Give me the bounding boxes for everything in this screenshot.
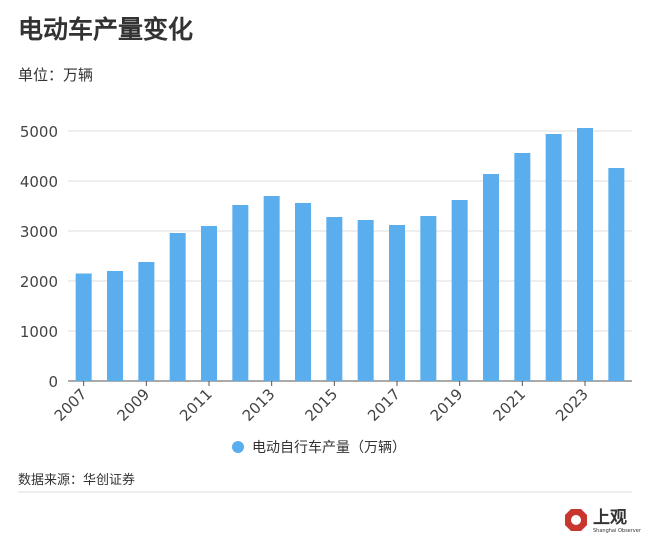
bar [451,200,468,381]
bar [608,168,625,381]
x-tick-label: 2021 [489,385,529,425]
bar [75,273,92,381]
y-tick-label: 1000 [20,323,58,341]
x-tick-label: 2023 [552,385,592,425]
y-tick-label: 3000 [20,223,58,241]
bar [201,226,217,381]
x-tick-label: 2019 [427,385,467,425]
x-tick-label: 2013 [239,385,279,425]
x-tick-label: 2017 [364,385,404,425]
logo: 上观 Shanghai Observer [565,508,642,534]
y-tick-label: 0 [48,373,58,391]
bar [138,262,155,381]
bar [577,128,593,381]
chart-title: 电动车产量变化 [18,15,193,44]
legend-label: 电动自行车产量（万辆） [252,439,406,456]
y-tick-label: 4000 [20,173,58,191]
bar [107,271,123,381]
bar [389,225,405,381]
bar [483,174,499,381]
logo-caption: Shanghai Observer [593,528,642,534]
chart-subtitle: 单位：万辆 [18,66,93,84]
bar [357,220,374,381]
bar [326,217,343,381]
x-tick-label: 2007 [51,385,91,425]
bar [263,196,280,381]
x-tick-label: 2011 [176,385,216,425]
y-tick-label: 5000 [20,123,58,141]
bar [420,216,437,381]
source-note: 数据来源：华创证券 [18,472,135,488]
logo-hole [571,515,581,525]
bar [514,153,531,381]
logo-text: 上观 [593,508,627,528]
bar [545,134,562,381]
bar [169,233,186,381]
bar [295,203,311,381]
bar [232,205,249,381]
legend-marker [232,441,244,453]
x-tick-label: 2015 [301,385,341,425]
y-tick-label: 2000 [20,273,58,291]
x-tick-label: 2009 [113,385,153,425]
